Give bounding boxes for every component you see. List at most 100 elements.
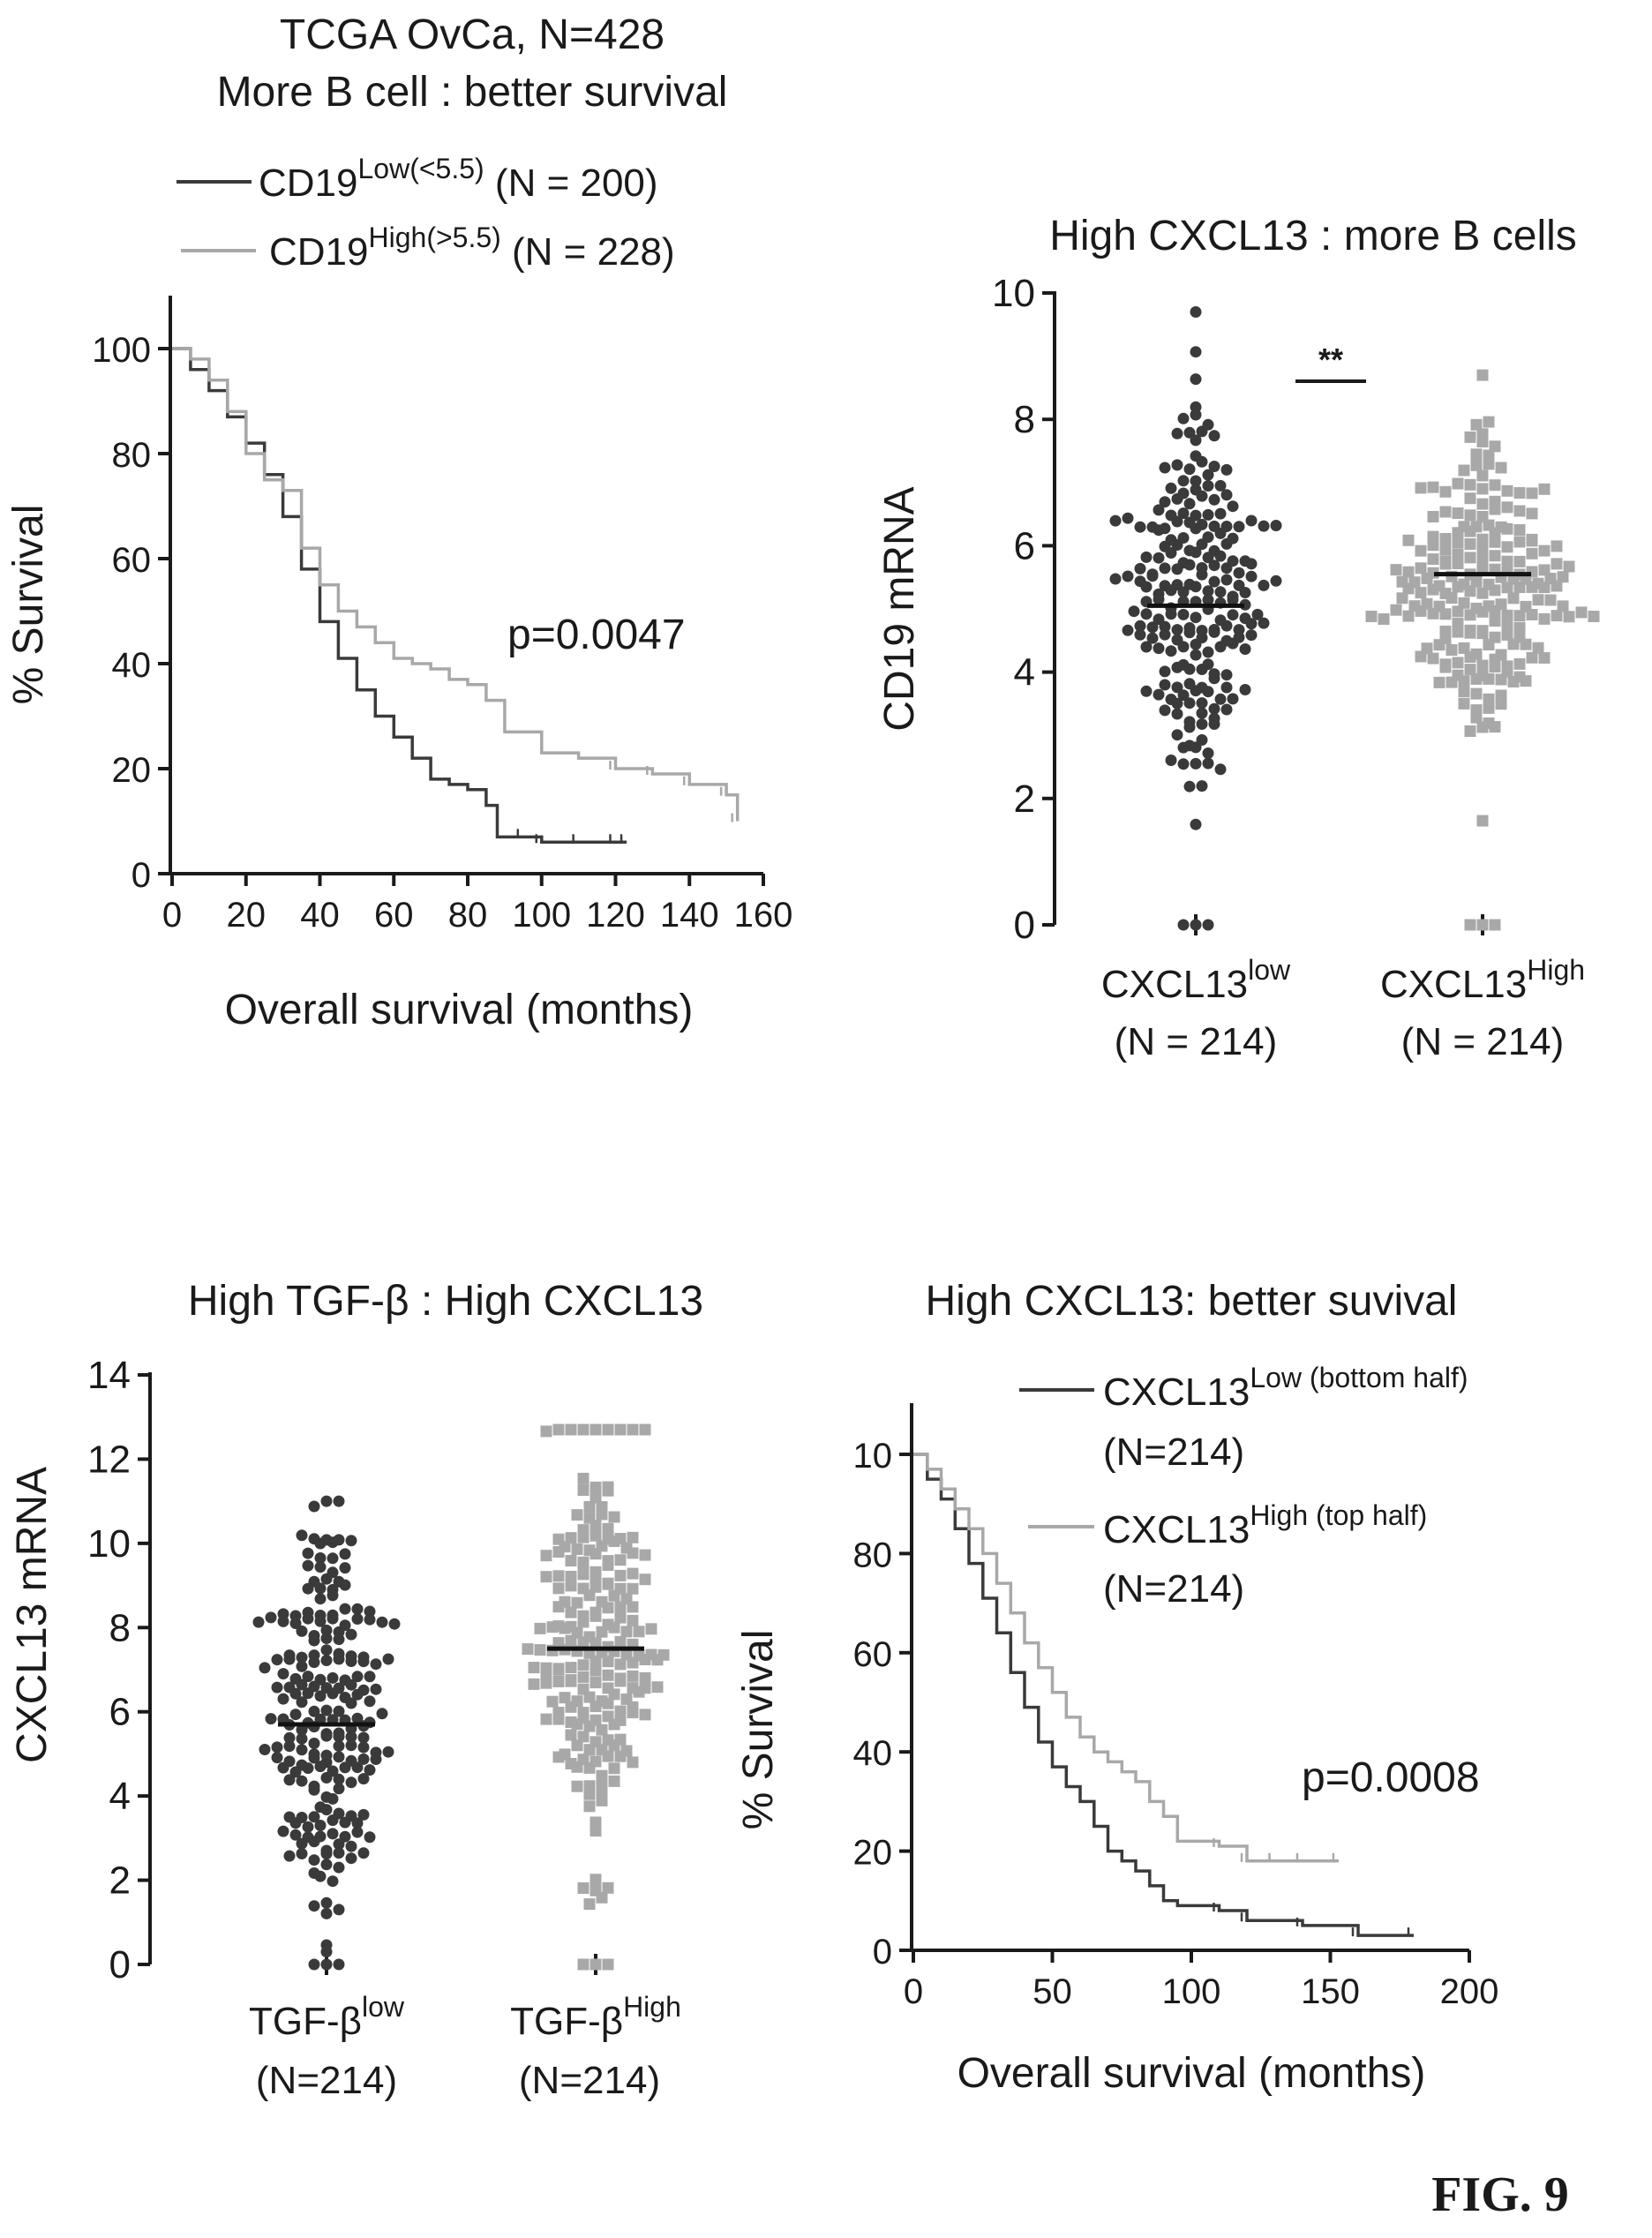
panel-c-point-low xyxy=(265,1611,277,1624)
panel-c-point-low xyxy=(333,1783,345,1795)
panel-b-point-low xyxy=(1196,697,1208,710)
panel-c-point-low xyxy=(388,1618,401,1630)
panel-c-point-high xyxy=(602,1522,614,1535)
panel-d-series-low-line xyxy=(913,1453,1414,1937)
panel-b-point-high xyxy=(1464,725,1476,737)
panel-c-point-high xyxy=(559,1596,571,1608)
panel-c-point-high xyxy=(540,1662,552,1674)
panel-b-point-low xyxy=(1220,521,1233,532)
panel-b-point-high xyxy=(1458,697,1470,710)
panel-c-point-high xyxy=(608,1511,620,1523)
panel-b-point-high xyxy=(1452,669,1464,681)
panel-b-point-low xyxy=(1220,574,1233,586)
panel-b-point-high xyxy=(1433,600,1446,612)
panel-c-point-high xyxy=(602,1881,614,1894)
panel-c-point-low xyxy=(259,1744,271,1755)
panel-c-point-low xyxy=(283,1731,296,1744)
panel-b-point-low xyxy=(1153,588,1165,600)
panel-b-point-high xyxy=(1489,495,1501,507)
panel-c-point-high xyxy=(589,1884,602,1896)
panel-c-point-high xyxy=(565,1423,577,1436)
panel-c-point-high xyxy=(577,1671,589,1683)
panel-b-point-high xyxy=(1538,564,1551,576)
panel-b-point-low xyxy=(1183,578,1196,590)
panel-c-point-low xyxy=(289,1829,302,1841)
panel-c-point-high xyxy=(602,1710,614,1723)
panel-c-point-low xyxy=(339,1674,351,1686)
panel-b-point-high xyxy=(1439,485,1452,498)
panel-c-ytick-label: 4 xyxy=(109,1775,131,1818)
panel-b-point-high xyxy=(1501,501,1513,514)
panel-c-point-low xyxy=(283,1755,296,1768)
panel-c-point-low xyxy=(345,1754,357,1767)
panel-b-point-low xyxy=(1159,462,1171,474)
panel-c-point-high xyxy=(589,1423,602,1436)
panel-c-point-high xyxy=(596,1784,608,1797)
panel-b-point-high xyxy=(1551,540,1563,552)
panel-c-point-high xyxy=(608,1762,620,1775)
panel-c-point-low xyxy=(345,1852,357,1865)
panel-c-point-high xyxy=(608,1775,620,1787)
panel-c-point-low xyxy=(296,1759,308,1771)
panel-b-point-high xyxy=(1526,651,1538,664)
panel-a-ytick-label: 0 xyxy=(131,856,151,895)
panel-c-point-low xyxy=(314,1610,327,1621)
panel-b-point-high xyxy=(1532,594,1544,606)
panel-c-point-low xyxy=(308,1900,320,1912)
panel-b-point-high xyxy=(1402,534,1415,546)
panel-c-point-low xyxy=(277,1668,289,1680)
panel-c-point-high xyxy=(645,1648,657,1661)
panel-b-point-high xyxy=(1513,621,1526,634)
panel-b-ytick-label: 0 xyxy=(1014,904,1035,947)
panel-b-point-high xyxy=(1575,606,1588,619)
panel-c-point-high xyxy=(571,1739,583,1752)
panel-b-point-low xyxy=(1183,544,1196,557)
panel-c-point-high xyxy=(602,1682,614,1694)
panel-b-point-low xyxy=(1134,521,1146,533)
panel-b-point-high xyxy=(1452,548,1464,560)
panel-b-point-low xyxy=(1245,570,1258,582)
panel-c-point-low xyxy=(308,1867,320,1879)
panel-c-point-high xyxy=(589,1581,602,1593)
panel-c-point-high xyxy=(627,1423,639,1436)
panel-b-point-high xyxy=(1501,609,1513,621)
panel-b-point-high xyxy=(1489,919,1501,931)
panel-b-point-high xyxy=(1390,564,1402,576)
panel-c-point-high xyxy=(577,1754,589,1766)
panel-b-point-high xyxy=(1483,449,1495,462)
panel-c-point-low xyxy=(302,1671,314,1683)
panel-c-point-low xyxy=(370,1746,382,1759)
panel-b-point-high xyxy=(1439,544,1452,556)
panel-c-point-high xyxy=(565,1620,577,1633)
panel-b-point-low xyxy=(1140,551,1153,563)
panel-b-point-low xyxy=(1122,512,1134,524)
panel-c-point-low xyxy=(308,1500,320,1513)
panel-b-point-low xyxy=(1159,704,1171,717)
panel-c-point-low xyxy=(320,1859,333,1871)
panel-c-point-low xyxy=(339,1619,351,1632)
panel-c-point-low xyxy=(339,1830,351,1843)
panel-c-point-low xyxy=(308,1630,320,1641)
panel-b-point-low xyxy=(1214,586,1227,598)
panel-b-point-high xyxy=(1476,369,1489,381)
panel-b-point-low xyxy=(1208,544,1220,557)
panel-b-point-low xyxy=(1109,514,1122,527)
panel-c-ytick-label: 14 xyxy=(87,1354,131,1397)
panel-c-point-high xyxy=(571,1695,583,1708)
panel-c-point-high xyxy=(589,1874,602,1886)
legend-high-n: (N=214) xyxy=(1103,1567,1244,1611)
panel-b-point-high xyxy=(1427,652,1439,665)
panel-c-point-high xyxy=(602,1618,614,1631)
panel-b-point-low xyxy=(1202,757,1214,770)
panel-c-point-low xyxy=(345,1776,357,1789)
panel-b-point-low xyxy=(1202,747,1214,759)
panel-b-point-low xyxy=(1202,508,1214,521)
panel-c-point-low xyxy=(302,1559,314,1572)
panel-c-point-low xyxy=(308,1780,320,1792)
panel-b-point-low xyxy=(1190,919,1202,931)
panel-b-ytick-label: 8 xyxy=(1014,398,1035,441)
panel-b-point-low xyxy=(1202,418,1214,431)
panel-b-point-low xyxy=(1177,689,1190,702)
panel-c-point-high xyxy=(614,1582,627,1595)
panel-c-point-low xyxy=(308,1738,320,1749)
